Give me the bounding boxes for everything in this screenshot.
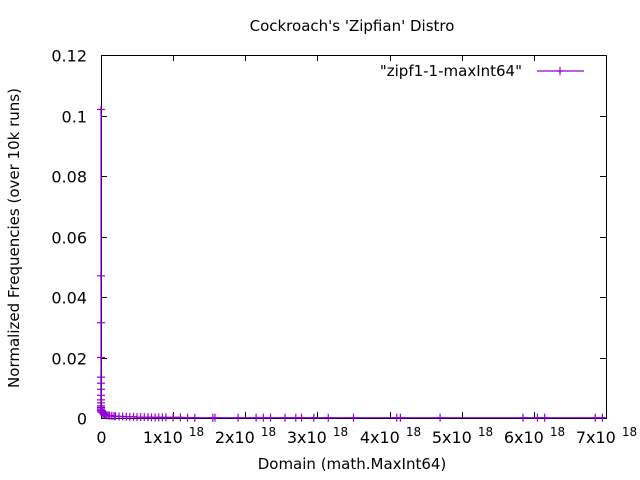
- y-tick-label: 0.04: [51, 289, 87, 308]
- data-point: [280, 413, 289, 422]
- data-point: [97, 318, 105, 327]
- data-point: [190, 413, 199, 422]
- data-point: [540, 413, 549, 422]
- plot-frame: [101, 55, 607, 419]
- x-tick-label: 1x10 18: [143, 425, 204, 447]
- x-tick-label-exponent: 18: [478, 425, 493, 439]
- y-tick-label: 0.12: [51, 47, 87, 66]
- y-tick-label: 0.02: [51, 350, 87, 369]
- data-point: [598, 413, 607, 422]
- x-tick-label: 7x10 18: [576, 425, 637, 447]
- data-point: [591, 413, 600, 422]
- data-point: [324, 413, 333, 422]
- legend: "zipf1-1-maxInt64": [380, 62, 584, 80]
- x-tick-label: 5x10 18: [432, 425, 493, 447]
- x-axis-title: Domain (math.MaxInt64): [258, 455, 447, 473]
- x-tick-label-base: 2x10: [215, 428, 255, 447]
- y-axis-title: Normalized Frequencies (over 10k runs): [5, 88, 23, 388]
- x-tick-label-exponent: 18: [622, 425, 637, 439]
- data-point: [533, 413, 542, 422]
- x-tick-label: 0: [96, 428, 106, 447]
- x-tick-label-base: 6x10: [504, 428, 544, 447]
- x-tick-label-exponent: 18: [261, 425, 276, 439]
- data-point: [169, 413, 178, 422]
- legend-series-label: "zipf1-1-maxInt64": [380, 62, 522, 80]
- data-point: [252, 413, 261, 422]
- data-point: [183, 413, 192, 422]
- x-tick-label: 3x10 18: [287, 425, 348, 447]
- y-tick-label: 0.1: [62, 108, 87, 127]
- x-tick-label-base: 4x10: [360, 428, 400, 447]
- x-tick-label-base: 5x10: [432, 428, 472, 447]
- data-point: [234, 413, 243, 422]
- data-point: [176, 413, 185, 422]
- y-axis-ticks: 0 0.02 0.04 0.06 0.08 0.1 0.12: [51, 47, 606, 429]
- x-tick-label: 4x10 18: [360, 425, 421, 447]
- data-point: [266, 413, 275, 422]
- data-point: [396, 413, 405, 422]
- x-tick-label: 2x10 18: [215, 425, 276, 447]
- x-tick-label-exponent: 18: [189, 425, 204, 439]
- data-point: [519, 413, 528, 422]
- chart-title: Cockroach's 'Zipfian' Distro: [250, 17, 455, 35]
- y-tick-label: 0: [77, 410, 87, 429]
- x-tick-label-exponent: 18: [550, 425, 565, 439]
- y-tick-label: 0.08: [51, 168, 87, 187]
- data-point: [210, 413, 219, 422]
- x-axis-ticks: 0 1x10 18 2x10 18 3x10 18 4x10 18 5x10 18 6x10 18 7x1…: [96, 55, 637, 447]
- data-point: [97, 271, 105, 280]
- x-tick-label-base: 3x10: [287, 428, 327, 447]
- series-line: [100, 109, 603, 419]
- data-point: [309, 413, 318, 422]
- data-point: [97, 105, 105, 114]
- data-point: [297, 413, 306, 422]
- series-layer: [97, 105, 607, 422]
- x-tick-label-exponent: 18: [333, 425, 348, 439]
- data-point: [161, 413, 170, 422]
- y-tick-label: 0.06: [51, 229, 87, 248]
- x-tick-label: 6x10 18: [504, 425, 565, 447]
- data-point: [349, 413, 358, 422]
- data-point: [97, 353, 105, 362]
- data-point: [259, 413, 268, 422]
- x-tick-label-base: 1x10: [143, 428, 183, 447]
- x-tick-label-base: 0: [96, 428, 106, 447]
- data-point: [436, 413, 445, 422]
- x-tick-label-base: 7x10: [576, 428, 616, 447]
- x-tick-label-exponent: 18: [406, 425, 421, 439]
